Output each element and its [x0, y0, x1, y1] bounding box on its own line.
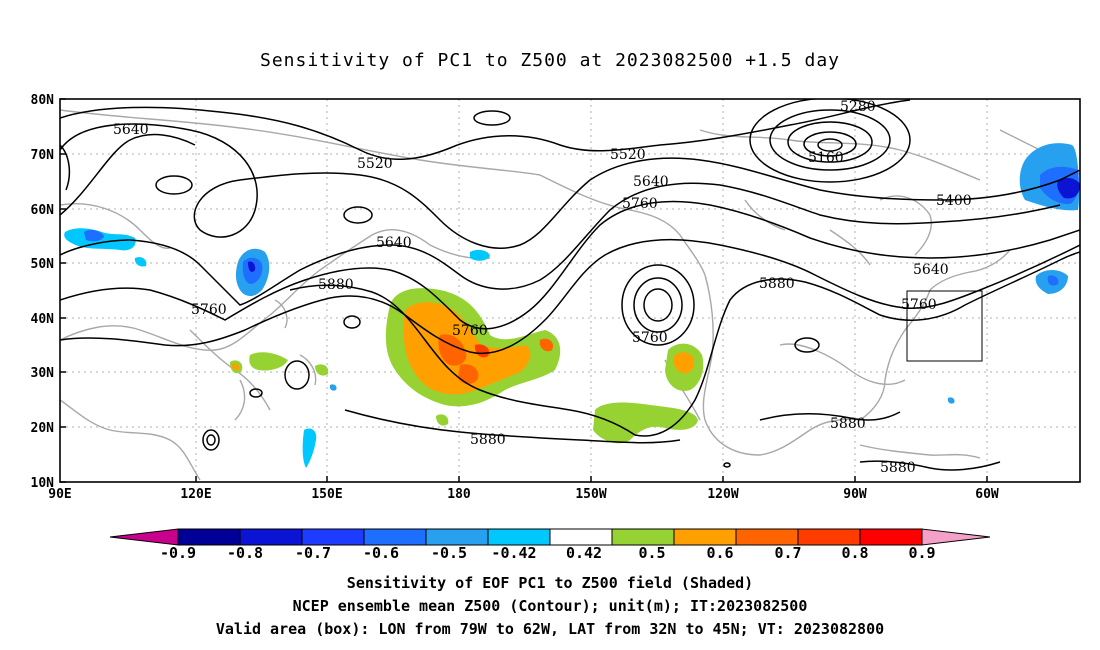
lat-label: 40N — [31, 312, 55, 327]
lon-labels: 90E 120E 150E 180 150W 120W 90W 60W — [48, 487, 999, 502]
contour-label: 5280 — [840, 99, 876, 115]
colorbar: -0.9 -0.8 -0.7 -0.6 -0.5 -0.42 0.42 0.5 … — [109, 528, 991, 562]
contour-label: 5640 — [913, 262, 949, 278]
valid-area-box — [906, 290, 983, 362]
positive-sensitivity-shading — [230, 288, 704, 444]
lon-label: 180 — [447, 487, 471, 502]
chart-title: Sensitivity of PC1 to Z500 at 2023082500… — [259, 50, 840, 71]
colorbar-label: 0.5 — [638, 544, 665, 562]
lon-label: 60W — [975, 487, 999, 502]
colorbar-label: -0.7 — [295, 544, 331, 562]
colorbar-under-arrow — [109, 528, 179, 546]
contour-labels: 5640 5520 5520 5280 5160 5640 5760 5400 … — [113, 99, 972, 476]
contour-label: 5520 — [357, 156, 393, 172]
contour-label: 5760 — [191, 302, 227, 318]
colorbar-swatch — [549, 528, 613, 546]
contour-label: 5760 — [901, 297, 937, 313]
lon-label: 120W — [707, 487, 738, 502]
contour-label: 5880 — [830, 416, 866, 432]
colorbar-label: 0.6 — [706, 544, 733, 562]
contour-label: 5760 — [632, 330, 668, 346]
lon-ticks — [195, 476, 988, 482]
lat-label: 80N — [31, 93, 55, 108]
lon-label: 90E — [48, 487, 71, 502]
lat-label: 50N — [31, 257, 55, 272]
colorbar-label: 0.9 — [908, 544, 935, 562]
colorbar-swatch — [735, 528, 799, 546]
caption-line-2: NCEP ensemble mean Z500 (Contour); unit(… — [292, 597, 808, 615]
lat-label: 20N — [31, 421, 55, 436]
contour-label: 5880 — [880, 460, 916, 476]
contour-label: 5160 — [808, 150, 844, 166]
caption-line-3: Valid area (box): LON from 79W to 62W, L… — [215, 620, 885, 638]
colorbar-swatch — [859, 528, 923, 546]
z500-contours — [60, 99, 1080, 471]
contour-label: 5880 — [470, 432, 506, 448]
lat-label: 30N — [31, 366, 55, 381]
contour-label: 5880 — [759, 276, 795, 292]
contour-label: 5760 — [622, 196, 658, 212]
colorbar-label: -0.42 — [491, 544, 536, 562]
lon-label: 90W — [843, 487, 867, 502]
lon-label: 150W — [575, 487, 606, 502]
caption-line-1: Sensitivity of EOF PC1 to Z500 field (Sh… — [346, 574, 754, 592]
colorbar-swatch — [611, 528, 675, 546]
contour-label: 5640 — [113, 122, 149, 138]
colorbar-label: 0.7 — [774, 544, 801, 562]
lat-ticks — [60, 98, 66, 483]
lat-labels: 80N 70N 60N 50N 40N 30N 20N 10N — [31, 93, 55, 491]
negative-sensitivity-shading — [64, 143, 1080, 468]
colorbar-swatch — [797, 528, 861, 546]
contour-label: 5400 — [936, 193, 972, 209]
contour-label: 5640 — [376, 235, 412, 251]
map-frame — [59, 98, 1081, 483]
contour-label: 5760 — [452, 323, 488, 339]
colorbar-label: -0.8 — [227, 544, 263, 562]
colorbar-label: 0.42 — [566, 544, 602, 562]
colorbar-label: -0.6 — [363, 544, 399, 562]
lon-label: 120E — [180, 487, 211, 502]
colorbar-over-arrow — [921, 528, 991, 546]
contour-label: 5880 — [318, 277, 354, 293]
lat-label: 70N — [31, 148, 55, 163]
colorbar-swatch — [425, 528, 489, 546]
colorbar-label: -0.5 — [431, 544, 467, 562]
colorbar-swatch — [177, 528, 241, 546]
lon-label: 150E — [311, 487, 342, 502]
colorbar-swatch — [673, 528, 737, 546]
colorbar-swatch — [239, 528, 303, 546]
colorbar-labels: -0.9 -0.8 -0.7 -0.6 -0.5 -0.42 0.42 0.5 … — [160, 544, 936, 562]
colorbar-label: 0.8 — [841, 544, 868, 562]
lat-label: 60N — [31, 203, 55, 218]
contour-label: 5640 — [633, 174, 669, 190]
lat-label: 10N — [31, 476, 55, 491]
colorbar-label: -0.9 — [160, 544, 196, 562]
colorbar-swatch — [301, 528, 365, 546]
colorbar-swatch — [363, 528, 427, 546]
contour-label: 5520 — [610, 147, 646, 163]
colorbar-swatch — [487, 528, 551, 546]
